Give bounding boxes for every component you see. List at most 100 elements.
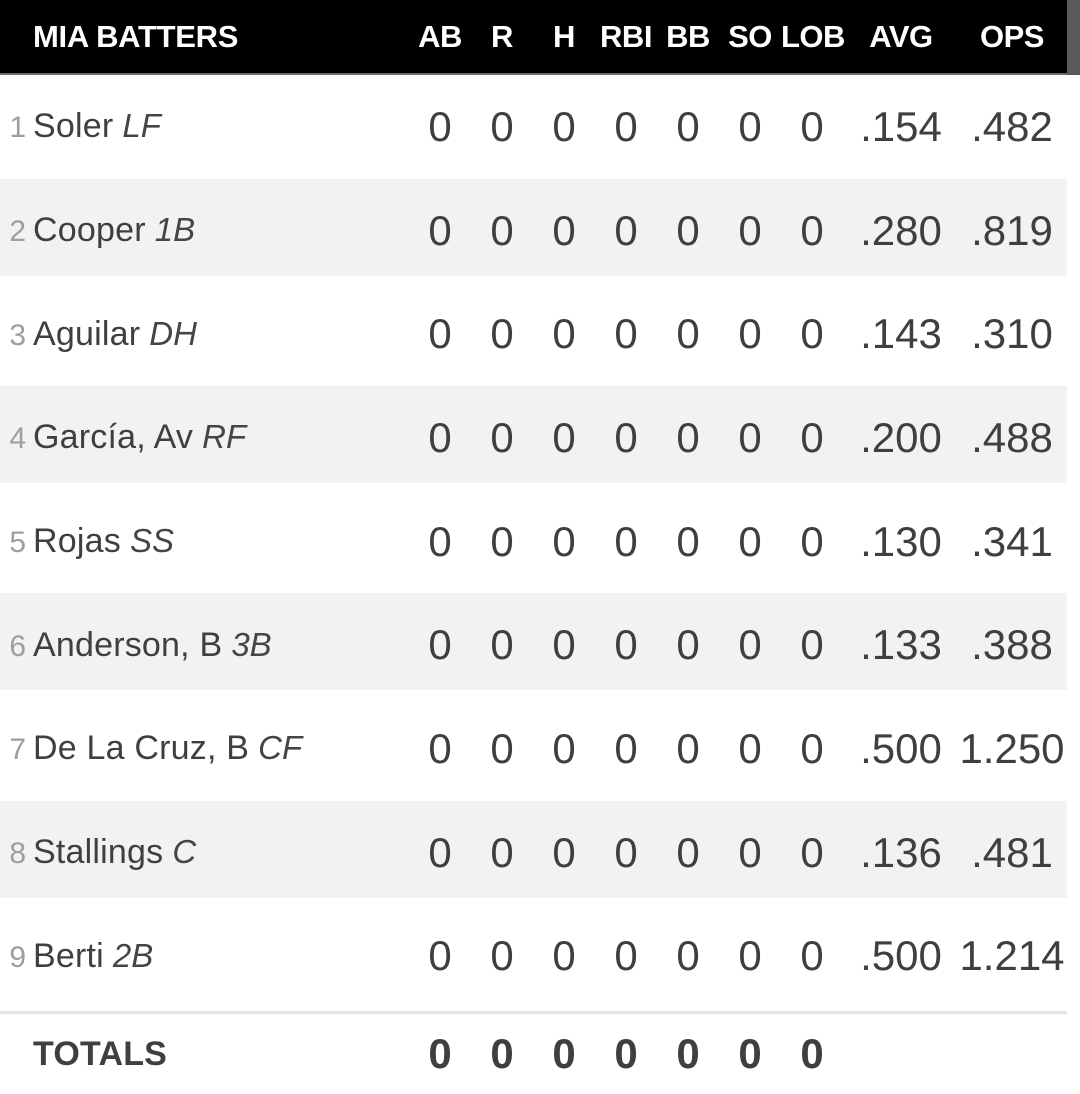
scrollbar-thumb[interactable] [1067,0,1080,75]
batter-row[interactable]: 8 Stallings C 0 0 0 0 0 0 0 .136 .481 [0,800,1067,905]
stat-lob: 0 [800,517,824,565]
player-position: C [172,833,197,871]
column-header-ab: AB [418,18,462,54]
batters-table-header: MIA BATTERS AB R H RBI BB SO LOB AVG OPS [0,0,1080,75]
player-name: Aguilar [33,314,141,353]
stat-ab: 0 [428,413,452,461]
totals-rbi: 0 [614,1030,638,1078]
batter-row[interactable]: 7 De La Cruz, B CF 0 0 0 0 0 0 0 .500 1.… [0,697,1067,801]
scrollbar-track [1067,77,1080,1066]
column-header-lob: LOB [781,18,845,54]
totals-label: TOTALS [33,1034,168,1073]
stat-ops: .310 [971,310,1053,358]
stat-so: 0 [738,828,762,876]
batter-name-cell: 7 De La Cruz, B CF [0,729,409,768]
stat-bb: 0 [676,206,700,254]
totals-ab: 0 [428,1030,452,1078]
batter-row[interactable]: 4 García, Av RF 0 0 0 0 0 0 0 .200 .488 [0,386,1067,490]
stat-r: 0 [490,724,514,772]
stat-so: 0 [738,932,762,980]
stat-h: 0 [552,621,576,669]
batter-name-cell: 8 Stallings C [0,833,409,872]
totals-row: TOTALS 0 0 0 0 0 0 0 [0,1014,1080,1094]
stat-avg: .154 [860,102,942,150]
stat-rbi: 0 [614,102,638,150]
batter-row[interactable]: 5 Rojas SS 0 0 0 0 0 0 0 .130 .341 [0,490,1067,594]
totals-divider [0,1011,1080,1015]
stat-so: 0 [738,310,762,358]
stat-r: 0 [490,102,514,150]
player-name: Berti [33,936,104,975]
batter-row[interactable]: 1 Soler LF 0 0 0 0 0 0 0 .154 .482 [0,75,1067,179]
stat-rbi: 0 [614,517,638,565]
stat-r: 0 [490,310,514,358]
stat-bb: 0 [676,413,700,461]
stat-ops: 1.250 [959,724,1065,772]
column-header-ops: OPS [980,18,1044,54]
totals-r: 0 [490,1030,514,1078]
batter-row[interactable]: 9 Berti 2B 0 0 0 0 0 0 0 .500 1.214 [0,905,1067,1009]
player-name: De La Cruz, B [33,729,250,768]
stat-avg: .136 [860,828,942,876]
stat-avg: .143 [860,310,942,358]
stat-rbi: 0 [614,932,638,980]
stat-ab: 0 [428,206,452,254]
stat-ops: .388 [971,621,1053,669]
stat-r: 0 [490,621,514,669]
stat-h: 0 [552,310,576,358]
batters-list: 1 Soler LF 0 0 0 0 0 0 0 .154 .482 2 Coo… [0,75,1080,1008]
stat-h: 0 [552,413,576,461]
stat-ab: 0 [428,102,452,150]
stat-lob: 0 [800,621,824,669]
column-header-h: H [553,18,575,54]
stat-so: 0 [738,517,762,565]
player-position: DH [149,314,197,352]
stat-rbi: 0 [614,310,638,358]
stat-lob: 0 [800,413,824,461]
stat-bb: 0 [676,621,700,669]
batter-row[interactable]: 2 Cooper 1B 0 0 0 0 0 0 0 .280 .819 [0,178,1067,283]
stat-ab: 0 [428,828,452,876]
batting-order-number: 7 [9,733,26,767]
stat-ops: .819 [971,206,1053,254]
stat-ops: .341 [971,517,1053,565]
stat-so: 0 [738,102,762,150]
batting-order-number: 3 [9,318,26,352]
player-name: García, Av [33,418,194,457]
stat-ops: .481 [971,828,1053,876]
stat-lob: 0 [800,932,824,980]
batter-row[interactable]: 6 Anderson, B 3B 0 0 0 0 0 0 0 .133 .388 [0,593,1067,698]
batting-order-number: 6 [9,629,26,663]
stat-h: 0 [552,206,576,254]
totals-bb: 0 [676,1030,700,1078]
team-batters-title: MIA BATTERS [33,18,239,54]
column-header-r: R [491,18,513,54]
stat-bb: 0 [676,828,700,876]
stat-ops: 1.214 [959,932,1065,980]
totals-h: 0 [552,1030,576,1078]
stat-ops: .482 [971,102,1053,150]
stat-avg: .500 [860,724,942,772]
stat-rbi: 0 [614,413,638,461]
stat-h: 0 [552,724,576,772]
stat-rbi: 0 [614,828,638,876]
stat-ab: 0 [428,932,452,980]
batter-name-cell: 4 García, Av RF [0,418,409,457]
batter-name-cell: 3 Aguilar DH [0,315,409,354]
stat-rbi: 0 [614,621,638,669]
player-position: SS [129,522,174,560]
stat-ab: 0 [428,310,452,358]
player-name: Rojas [33,522,121,561]
batter-name-cell: 1 Soler LF [0,107,409,146]
stat-r: 0 [490,932,514,980]
stat-avg: .280 [860,206,942,254]
stat-bb: 0 [676,932,700,980]
stat-bb: 0 [676,310,700,358]
player-name: Cooper [33,211,146,250]
player-position: CF [258,729,303,767]
stat-lob: 0 [800,206,824,254]
stat-bb: 0 [676,517,700,565]
totals-so: 0 [738,1030,762,1078]
batter-row[interactable]: 3 Aguilar DH 0 0 0 0 0 0 0 .143 .310 [0,282,1067,386]
